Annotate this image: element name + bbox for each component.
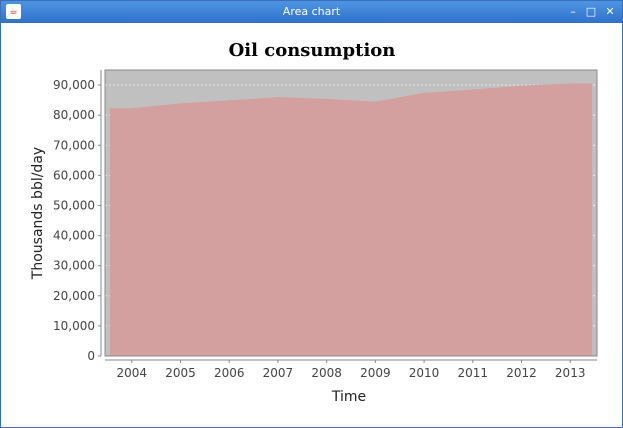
x-axis-label: Time: [331, 389, 366, 405]
data-point: [520, 85, 522, 87]
plot-border: [104, 69, 598, 357]
y-tick-label: 80,000: [53, 108, 95, 122]
maximize-button[interactable]: □: [585, 5, 597, 18]
plot-area: 0 10,000 20,000 30,000 40,000 50,000 60,000 70,…: [53, 69, 598, 380]
x-tick-label: 2004: [117, 366, 148, 380]
data-point: [326, 98, 328, 100]
data-point: [472, 89, 474, 91]
data-point: [374, 101, 376, 103]
window-title: Area chart: [282, 5, 341, 18]
data-point: [277, 96, 279, 98]
y-tick-label: 50,000: [53, 198, 95, 212]
y-tick-label: 10,000: [53, 319, 95, 333]
x-tick-label: 2009: [360, 366, 391, 380]
x-tick-label: 2005: [165, 366, 196, 380]
java-icon[interactable]: ☕: [6, 4, 21, 19]
y-tick-label: 70,000: [53, 138, 95, 152]
x-tick-label: 2011: [458, 366, 489, 380]
y-tick-label: 0: [87, 349, 95, 363]
title-bar[interactable]: ☕ Area chart – □ ✕: [1, 1, 622, 23]
data-point: [228, 99, 230, 101]
y-tick-label: 30,000: [53, 259, 95, 273]
data-point: [569, 83, 571, 85]
x-tick-label: 2008: [311, 366, 342, 380]
x-tick-label: 2006: [214, 366, 245, 380]
x-tick-label: 2012: [506, 366, 537, 380]
x-tick-label: 2013: [555, 366, 586, 380]
y-tick-label: 20,000: [53, 289, 95, 303]
y-tick-label: 40,000: [53, 229, 95, 243]
y-axis-label: Thousands bbl/day: [30, 147, 46, 280]
data-point: [131, 107, 133, 109]
data-point: [423, 92, 425, 94]
minimize-button[interactable]: –: [570, 5, 576, 18]
area-chart: Oil consumption 0 10,000 20,000 30,000 40,00…: [30, 40, 598, 405]
x-tick-label: 2007: [263, 366, 294, 380]
x-tick-label: 2010: [409, 366, 440, 380]
y-tick-label: 60,000: [53, 168, 95, 182]
y-tick-label: 90,000: [53, 78, 95, 92]
chart-title: Oil consumption: [229, 40, 396, 61]
close-button[interactable]: ✕: [605, 5, 615, 18]
data-point: [180, 102, 182, 104]
area-series: [109, 83, 593, 356]
